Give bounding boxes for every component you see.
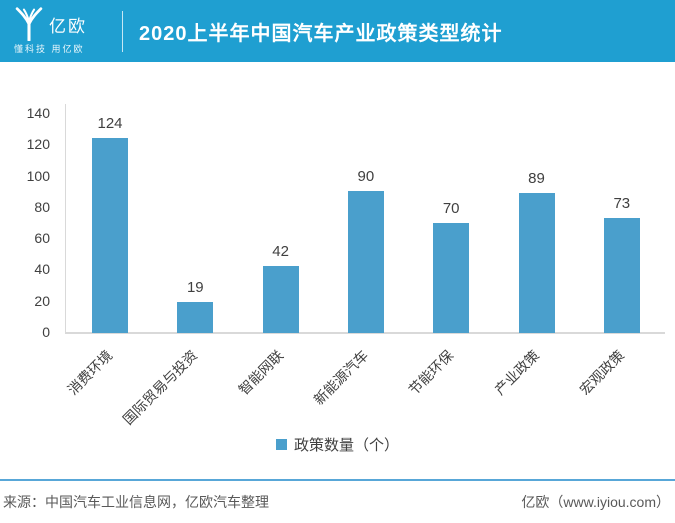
x-tick-label: 智能网联 bbox=[235, 347, 286, 398]
header-bar: 亿欧 懂科技 用亿欧 2020上半年中国汽车产业政策类型统计 bbox=[0, 0, 675, 62]
x-tick-label: 节能环保 bbox=[405, 347, 457, 398]
page-title: 2020上半年中国汽车产业政策类型统计 bbox=[139, 22, 503, 45]
x-tick-label: 消费环境 bbox=[64, 347, 116, 398]
bar-value-label: 19 bbox=[186, 279, 204, 297]
chart-legend: 政策数量（个） bbox=[0, 434, 675, 455]
y-tick-label: 80 bbox=[34, 198, 50, 215]
x-tick-label: 新能源汽车 bbox=[310, 347, 372, 408]
y-tick-label: 20 bbox=[34, 292, 50, 309]
y-tick-label: 0 bbox=[42, 324, 50, 340]
y-tick-label: 140 bbox=[26, 105, 50, 121]
bar bbox=[518, 192, 555, 333]
x-tick-label: 国际贸易与投资 bbox=[120, 347, 201, 428]
bar-value-label: 124 bbox=[97, 115, 123, 133]
x-tick-label: 产业政策 bbox=[490, 347, 542, 398]
iyiou-logo: 亿欧 懂科技 用亿欧 bbox=[0, 0, 123, 62]
logo-tagline: 懂科技 用亿欧 bbox=[14, 44, 85, 54]
bar bbox=[92, 138, 128, 333]
bar bbox=[177, 302, 214, 333]
legend-marker bbox=[275, 439, 287, 450]
logo-divider bbox=[122, 11, 123, 52]
x-axis-line bbox=[65, 332, 665, 334]
bar-value-label: 42 bbox=[272, 243, 289, 261]
source-text: 来源：中国汽车工业信息网，亿欧汽车整理 bbox=[3, 494, 269, 510]
brand-text: 亿欧（www.iyiou.com） bbox=[521, 494, 670, 510]
x-tick-label: 宏观政策 bbox=[576, 347, 628, 398]
legend-label: 政策数量（个） bbox=[293, 437, 399, 454]
bar bbox=[347, 191, 384, 333]
bar bbox=[603, 217, 640, 333]
bar-value-label: 90 bbox=[357, 168, 375, 186]
y-axis-line bbox=[65, 104, 66, 333]
footer-bar: 来源：中国汽车工业信息网，亿欧汽车整理 亿欧（www.iyiou.com） bbox=[0, 481, 675, 523]
bar-value-label: 70 bbox=[442, 199, 460, 217]
footer-divider bbox=[0, 479, 675, 481]
bar bbox=[433, 222, 470, 333]
y-tick-label: 100 bbox=[26, 167, 50, 184]
logo-text: 亿欧 bbox=[49, 16, 87, 36]
bar-value-label: 73 bbox=[613, 194, 631, 212]
iyiou-logo-icon bbox=[15, 7, 43, 41]
bar-value-label: 89 bbox=[528, 169, 545, 187]
bar bbox=[262, 266, 299, 333]
y-tick-label: 60 bbox=[34, 230, 50, 247]
y-tick-label: 40 bbox=[34, 261, 50, 278]
y-tick-label: 120 bbox=[26, 136, 50, 153]
